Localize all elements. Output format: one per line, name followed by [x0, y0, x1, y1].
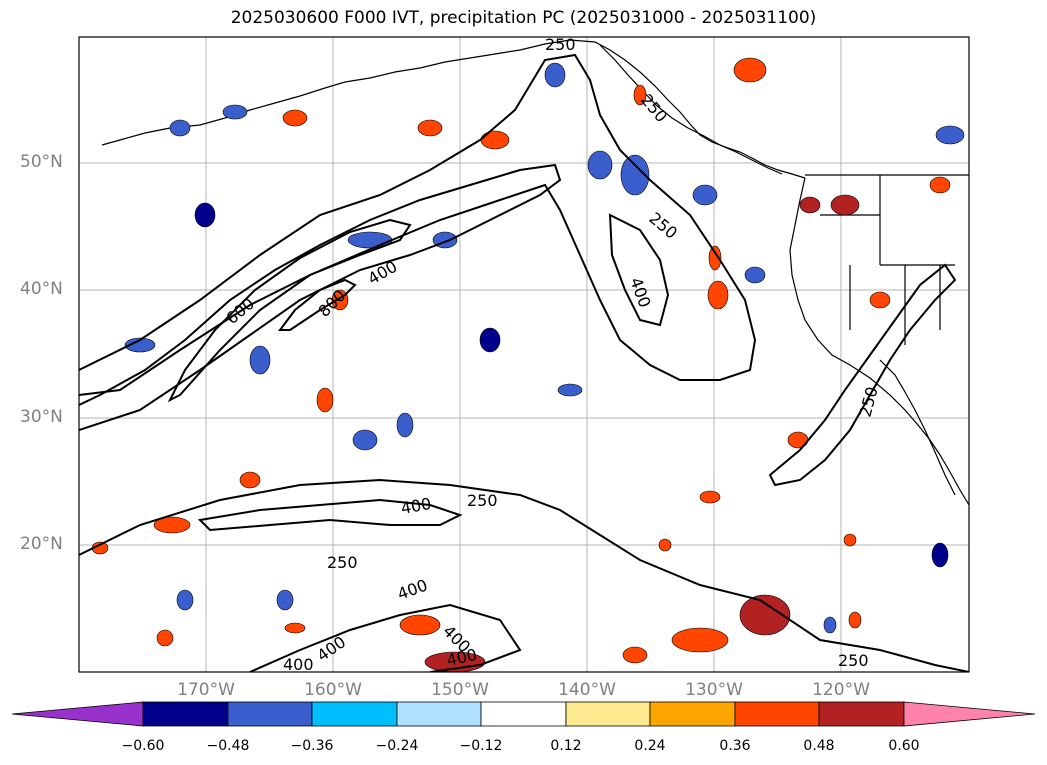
colorbar-tick: 0.12 [550, 738, 582, 754]
lon-label-160w: 160°W [304, 680, 362, 700]
contour-250-main [79, 53, 757, 396]
colorbar-segment [649, 701, 736, 727]
map-title: 2025030600 F000 IVT, precipitation PC (2… [230, 8, 817, 28]
lat-label-20n: 20°N [20, 534, 63, 554]
map-area [79, 37, 969, 672]
colorbar-segment [818, 701, 905, 727]
state-borders [820, 175, 955, 345]
contour-250-coast [768, 263, 957, 487]
ivt-contours [79, 53, 969, 672]
lon-label-140w: 140°W [558, 680, 616, 700]
colorbar-tick: −0.36 [290, 738, 334, 754]
lon-label-120w: 120°W [812, 680, 870, 700]
lat-label-30n: 30°N [20, 407, 63, 427]
contour-label: 250 [467, 491, 498, 510]
colorbar-extend-low [11, 701, 144, 727]
contour-label: 250 [838, 651, 869, 670]
colorbar-segment [734, 701, 820, 727]
colorbar-tick: 0.60 [888, 738, 920, 754]
colorbar-tick: −0.60 [121, 738, 165, 754]
lon-label-170w: 170°W [177, 680, 235, 700]
us-west-coast [789, 177, 969, 506]
colorbar-segment [565, 701, 651, 727]
lat-label-50n: 50°N [20, 152, 63, 172]
colorbar-tick: 0.48 [803, 738, 835, 754]
colorbar-segment [227, 701, 313, 727]
colorbar-tick: −0.12 [459, 738, 503, 754]
contour-400-outer [79, 163, 562, 431]
contour-250-south [79, 478, 969, 672]
contour-800 [278, 278, 357, 331]
contour-label: 250 [545, 35, 576, 54]
coastlines [101, 39, 969, 506]
baja-coast [879, 359, 956, 496]
contour-400-low [249, 603, 522, 672]
contour-400-south [197, 498, 463, 532]
colorbar-segment [396, 701, 482, 727]
contour-label: 400 [283, 655, 314, 674]
colorbar-tick: −0.24 [375, 738, 419, 754]
lat-label-40n: 40°N [20, 279, 63, 299]
gulf-of-alaska-coast [599, 44, 783, 175]
colorbar-segment [311, 701, 398, 727]
map-frame [78, 36, 970, 673]
lon-label-150w: 150°W [431, 680, 489, 700]
colorbar-tick: −0.48 [206, 738, 250, 754]
colorbar-tick: 0.36 [719, 738, 751, 754]
lon-label-130w: 130°W [685, 680, 743, 700]
colorbar-tick: 0.24 [634, 738, 666, 754]
colorbar-segment [142, 701, 229, 727]
contour-400-east [608, 213, 670, 327]
colorbar [11, 701, 1036, 727]
colorbar-extend-high [903, 701, 1036, 727]
contour-label: 250 [327, 553, 358, 572]
contour-600 [167, 218, 412, 403]
colorbar-segment [480, 701, 567, 727]
